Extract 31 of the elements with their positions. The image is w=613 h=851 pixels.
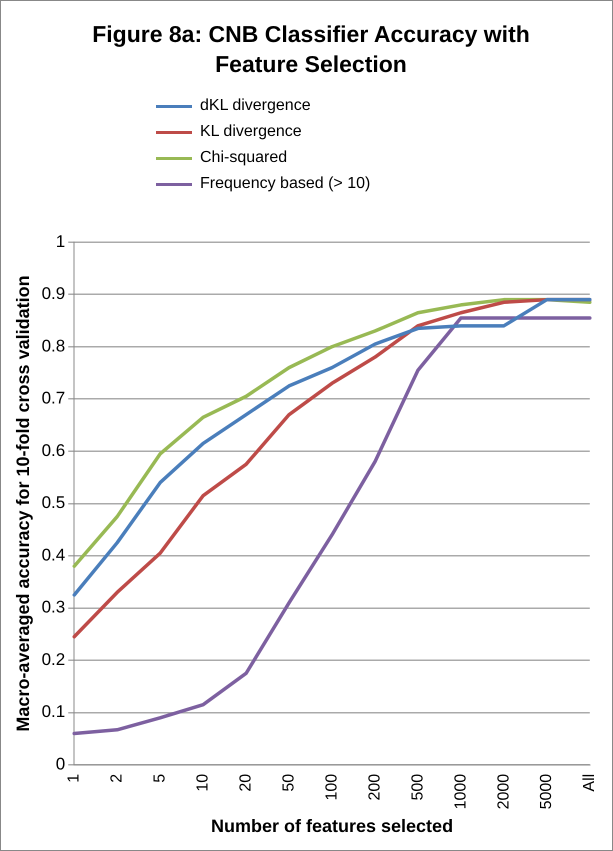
x-tick-label: 10 <box>194 774 212 792</box>
x-tick-label: 200 <box>366 774 384 801</box>
legend-label: KL divergence <box>200 122 302 142</box>
y-tick-label: 0.7 <box>42 388 66 408</box>
x-tick-label: 500 <box>409 774 426 801</box>
y-tick-label: 0.2 <box>42 650 66 669</box>
y-tick-label: 0 <box>56 754 66 774</box>
y-tick-label: 0.9 <box>42 284 66 304</box>
x-tick-label: 100 <box>323 774 340 801</box>
x-tick-label: 1 <box>66 774 83 783</box>
y-tick-label: 0.1 <box>42 702 66 722</box>
x-tick-label: 5 <box>152 774 169 783</box>
chart-title: Figure 8a: CNB Classifier Accuracy with Feature Selection <box>91 20 531 79</box>
y-tick-label: 0.8 <box>42 336 66 356</box>
y-tick-label: 0.5 <box>42 493 66 512</box>
y-tick-label: 0.6 <box>42 440 66 460</box>
x-tick-label: 20 <box>237 774 254 792</box>
y-tick-label: 0.3 <box>42 598 66 617</box>
x-tick-label: All <box>581 774 598 792</box>
legend-label: Chi-squared <box>200 148 288 168</box>
x-axis-title: Number of features selected <box>210 816 454 836</box>
legend-label: Frequency based (> 10) <box>200 174 370 194</box>
x-tick-label: 2 <box>108 774 126 783</box>
x-tick-label: 5000 <box>538 774 556 810</box>
y-tick-label: 0.4 <box>42 545 66 564</box>
y-tick-label: 1 <box>56 232 66 251</box>
legend-label: dKL divergence <box>200 96 311 116</box>
x-tick-label: 1000 <box>452 774 470 810</box>
x-tick-label: 2000 <box>495 774 512 810</box>
x-tick-label: 50 <box>280 774 298 792</box>
y-axis-title: Macro-averaged accuracy for 10-fold cross validation <box>12 275 33 732</box>
